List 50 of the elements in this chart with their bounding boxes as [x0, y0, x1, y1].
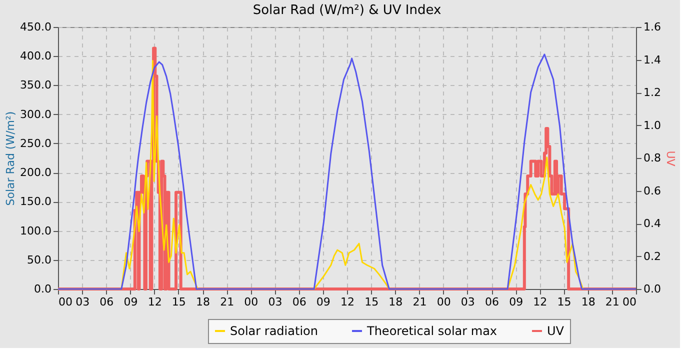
x-tick-label: 09 [316, 296, 330, 308]
x-tick-label: 18 [388, 296, 403, 308]
y-tick-label: 450.0 [20, 20, 52, 34]
x-tick-label: 21 [605, 296, 620, 308]
x-tick-label: 00 [58, 296, 72, 308]
y-axis-title: Solar Rad (W/m²) [4, 111, 18, 206]
x-tick-label: 21 [220, 296, 234, 308]
y-tick-label: 200.0 [20, 166, 52, 180]
x-tick-label: 21 [412, 296, 427, 308]
x-tick-label: 09 [509, 296, 524, 308]
y2-tick-label: 0.0 [644, 282, 661, 296]
x-tick-label: 18 [196, 296, 210, 308]
x-tick-label: 03 [460, 296, 475, 308]
x-tick-label: 15 [557, 296, 572, 308]
x-tick-label: 03 [268, 296, 282, 308]
y2-tick-label: 0.2 [644, 250, 661, 263]
y2-axis-title: UV [664, 150, 677, 167]
y2-tick-label: 1.6 [644, 20, 661, 34]
x-tick-label: 06 [485, 296, 499, 308]
y2-tick-label: 1.0 [644, 118, 661, 132]
y-tick-label: 150.0 [20, 195, 52, 208]
x-tick-label: 06 [100, 296, 114, 308]
y-tick-label: 100.0 [20, 224, 52, 238]
y-tick-label: 350.0 [20, 78, 52, 92]
x-tick-label: 06 [292, 296, 306, 308]
x-tick-label: 09 [124, 296, 138, 308]
x-tick-label: 18 [581, 296, 596, 308]
y2-tick-label: 0.8 [644, 152, 661, 164]
y-tick-label: 250.0 [20, 136, 52, 150]
x-tick-label: 15 [172, 296, 186, 308]
chart-title: Solar Rad (W/m²) & UV Index [252, 3, 442, 18]
y-tick-label: 0.0 [34, 282, 52, 296]
legend-label: Solar radiation [230, 324, 318, 338]
x-tick-label: 12 [340, 296, 354, 308]
y2-tick-label: 1.2 [644, 86, 661, 99]
x-tick-label: 00 [436, 296, 451, 308]
legend-label: UV [547, 324, 565, 338]
y-tick-label: 50.0 [27, 253, 52, 266]
x-tick-label: 15 [364, 296, 379, 308]
y2-tick-label: 1.4 [644, 53, 661, 66]
y-tick-label: 400.0 [20, 50, 52, 63]
x-tick-label: 00 [622, 296, 636, 308]
x-tick-label: 12 [148, 296, 162, 308]
y2-tick-label: 0.6 [644, 184, 661, 198]
y2-tick-label: 0.4 [644, 217, 661, 230]
x-tick-label: 03 [76, 296, 90, 308]
x-tick-label: 00 [244, 296, 258, 308]
legend-label: Theoretical solar max [366, 324, 498, 338]
x-tick-label: 12 [533, 296, 548, 308]
y-tick-label: 300.0 [20, 108, 52, 121]
